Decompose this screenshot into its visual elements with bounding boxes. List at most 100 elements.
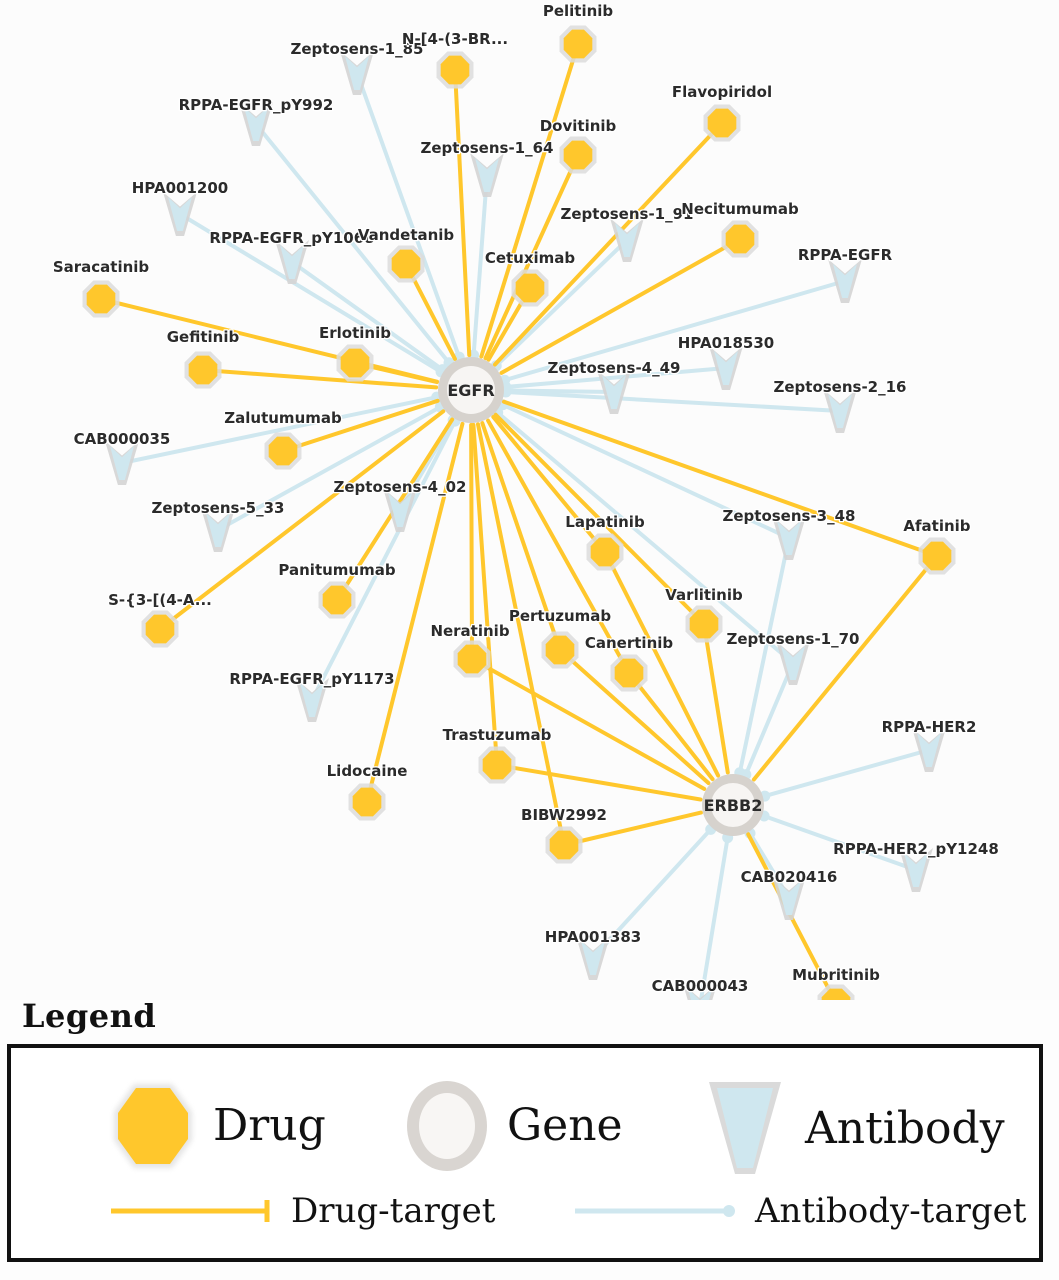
- drug-target-edge[interactable]: [201, 368, 439, 390]
- drug-node[interactable]: [721, 220, 759, 258]
- antibody-node[interactable]: [912, 728, 946, 772]
- drug-node[interactable]: [559, 136, 597, 174]
- drug-node[interactable]: [141, 610, 179, 648]
- antibody-target-edge[interactable]: [762, 814, 918, 872]
- antibody-node[interactable]: [899, 848, 933, 892]
- antibody-node[interactable]: [383, 488, 417, 532]
- network-svg[interactable]: EGFR ERBB2 Zeptosens-1_85 RPPA-EGFR_pY992 Ze…: [0, 0, 1059, 1000]
- antibody-target-edge[interactable]: [698, 835, 730, 1000]
- drug-node[interactable]: [703, 104, 741, 142]
- drug-target-edge[interactable]: [476, 422, 566, 847]
- antibody-node[interactable]: [275, 240, 309, 284]
- drug-target-edge[interactable]: [471, 422, 499, 767]
- drug-target-edge[interactable]: [751, 554, 939, 782]
- antibody-node[interactable]: [239, 102, 273, 146]
- antibody-target-edge[interactable]: [503, 389, 842, 413]
- drug-target-edge[interactable]: [501, 399, 939, 558]
- drug-target-edge[interactable]: [480, 421, 562, 652]
- antibody-node[interactable]: [683, 984, 717, 1000]
- drug-node[interactable]: [436, 51, 474, 89]
- drug-node[interactable]: [453, 640, 491, 678]
- antibody-node[interactable]: [201, 508, 235, 552]
- antibody-node[interactable]: [776, 641, 810, 685]
- drug-target-edge[interactable]: [365, 421, 465, 804]
- drug-target-edge[interactable]: [486, 418, 631, 675]
- drug-node-label: Lapatinib: [565, 513, 645, 531]
- drug-node[interactable]: [387, 245, 425, 283]
- drug-node[interactable]: [545, 826, 583, 864]
- antibody-target-edge[interactable]: [502, 279, 847, 383]
- antibody-node[interactable]: [772, 876, 806, 920]
- drug-target-edge[interactable]: [492, 121, 724, 367]
- drug-node[interactable]: [184, 351, 222, 389]
- drug-target-edge[interactable]: [495, 763, 703, 802]
- drug-target-edge[interactable]: [479, 42, 580, 359]
- antibody-target-edge[interactable]: [494, 238, 629, 368]
- antibody-target-edge[interactable]: [178, 212, 444, 374]
- drug-node[interactable]: [610, 654, 648, 692]
- drug-target-edge[interactable]: [491, 414, 607, 554]
- drug-target-edge[interactable]: [627, 671, 715, 782]
- antibody-node[interactable]: [772, 516, 806, 560]
- drug-node[interactable]: [541, 631, 579, 669]
- drug-target-edge[interactable]: [470, 657, 707, 791]
- antibody-node-label: Zeptosens-2_16: [773, 378, 906, 396]
- antibody-target-edge[interactable]: [120, 395, 439, 465]
- antibody-node[interactable]: [105, 441, 139, 485]
- antibody-target-edge[interactable]: [743, 661, 795, 777]
- drug-node[interactable]: [511, 269, 549, 307]
- drug-node[interactable]: [817, 984, 855, 1000]
- antibody-target-edge[interactable]: [254, 122, 451, 365]
- antibody-node[interactable]: [709, 346, 743, 390]
- drug-target-edge[interactable]: [558, 648, 711, 785]
- antibody-target-edge[interactable]: [355, 71, 462, 360]
- antibody-target-edge[interactable]: [290, 260, 445, 372]
- antibody-node[interactable]: [597, 370, 631, 414]
- antibody-target-edge[interactable]: [762, 748, 931, 799]
- drug-node-label: Cetuximab: [485, 249, 576, 267]
- antibody-node[interactable]: [470, 153, 504, 197]
- network-graph-canvas[interactable]: EGFR ERBB2 Zeptosens-1_85 RPPA-EGFR_pY992 Ze…: [0, 0, 1059, 1000]
- drug-target-edge[interactable]: [281, 398, 440, 453]
- drug-node[interactable]: [264, 432, 302, 470]
- drug-node[interactable]: [685, 605, 723, 643]
- drug-target-edge[interactable]: [469, 422, 474, 661]
- antibody-target-edge[interactable]: [471, 173, 489, 358]
- drug-node[interactable]: [348, 783, 386, 821]
- drug-target-edge[interactable]: [493, 412, 706, 626]
- drug-node[interactable]: [918, 537, 956, 575]
- drug-node[interactable]: [82, 280, 120, 318]
- gene-node-erbb2[interactable]: [702, 774, 764, 836]
- drug-node[interactable]: [478, 746, 516, 784]
- nodes-layer[interactable]: [82, 25, 956, 1000]
- antibody-node[interactable]: [610, 218, 644, 262]
- drug-node[interactable]: [586, 533, 624, 571]
- antibody-node[interactable]: [823, 389, 857, 433]
- antibody-target-edge[interactable]: [591, 827, 713, 960]
- drug-target-edge[interactable]: [603, 550, 721, 778]
- antibody-target-edge[interactable]: [310, 419, 458, 702]
- drug-target-edge[interactable]: [702, 622, 730, 775]
- drug-node[interactable]: [336, 344, 374, 382]
- drug-target-edge[interactable]: [158, 409, 446, 631]
- antibody-node[interactable]: [163, 192, 197, 236]
- antibody-target-edge[interactable]: [503, 388, 616, 394]
- gene-node-egfr[interactable]: [438, 357, 504, 423]
- antibody-node[interactable]: [576, 936, 610, 980]
- drug-target-edge[interactable]: [562, 810, 703, 847]
- drug-target-edge[interactable]: [499, 237, 742, 375]
- antibody-node[interactable]: [295, 678, 329, 722]
- drug-node[interactable]: [318, 581, 356, 619]
- drug-node[interactable]: [559, 25, 597, 63]
- drug-target-edge[interactable]: [483, 153, 580, 361]
- drug-target-edge[interactable]: [453, 68, 472, 358]
- antibody-target-edge[interactable]: [495, 410, 795, 665]
- antibody-node[interactable]: [828, 259, 862, 303]
- antibody-target-edge[interactable]: [216, 404, 443, 532]
- antibody-node[interactable]: [340, 51, 374, 95]
- antibody-target-edge[interactable]: [503, 366, 728, 389]
- antibody-node-label: Zeptosens-5_33: [151, 499, 284, 517]
- antibody-target-edge[interactable]: [737, 536, 791, 775]
- antibody-target-edge[interactable]: [500, 402, 791, 540]
- legend-antibody-label: Antibody: [805, 1103, 1005, 1154]
